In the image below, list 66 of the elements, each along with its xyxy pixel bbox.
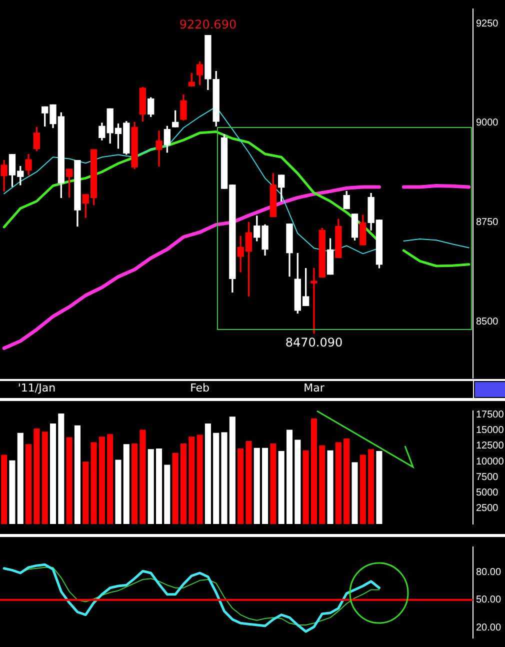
y-tick-label: 12500: [476, 440, 504, 452]
bar: [123, 444, 130, 524]
bar: [352, 462, 358, 524]
y-tick-label: 20.00: [476, 622, 502, 634]
bar: [310, 418, 317, 524]
annotation: 8470.090: [285, 336, 343, 350]
bar: [172, 452, 178, 524]
bar: [115, 460, 122, 524]
y-tick-label: 8750: [476, 217, 499, 228]
bar: [204, 423, 211, 524]
bar: [98, 436, 105, 524]
bar: [229, 416, 236, 524]
bar: [90, 442, 97, 524]
bar: [302, 450, 309, 524]
bar: [26, 444, 32, 524]
x-tick-label: Mar: [304, 381, 325, 394]
bar: [9, 460, 16, 524]
y-tick-label: 17500: [476, 409, 504, 420]
bar: [213, 432, 220, 524]
bar: [148, 449, 154, 524]
bar: [188, 436, 195, 524]
bar: [66, 437, 72, 524]
bar: [368, 449, 374, 524]
bar: [238, 448, 244, 524]
bar: [286, 430, 293, 524]
bar: [262, 448, 268, 524]
bar: [1, 454, 8, 524]
bar: [156, 448, 162, 524]
bar: [74, 425, 80, 524]
bar: [34, 428, 40, 524]
bar: [327, 450, 334, 524]
bar: [294, 440, 301, 524]
x-tick-label: '11/Jan: [18, 381, 56, 394]
bar: [42, 432, 48, 524]
y-tick-label: 9250: [476, 18, 499, 30]
bar: [17, 432, 24, 524]
y-tick-label: 15000: [476, 425, 504, 436]
bar: [50, 423, 56, 524]
bar: [132, 443, 138, 524]
y-tick-label: 7500: [476, 472, 499, 483]
bar: [82, 462, 89, 524]
y-tick-label: 50.00: [476, 594, 502, 606]
bar: [254, 448, 260, 524]
bar: [164, 464, 170, 524]
bar: [360, 454, 366, 524]
bar: [335, 442, 342, 524]
y-tick-label: 5000: [476, 488, 499, 499]
bar: [278, 450, 284, 524]
bar: [319, 445, 326, 524]
y-tick-label: 8500: [476, 316, 499, 328]
bar: [107, 434, 114, 524]
y-tick-label: 2500: [476, 503, 499, 514]
y-tick-label: 9000: [476, 118, 499, 129]
bar: [246, 440, 252, 524]
bar: [180, 443, 187, 524]
y-tick-label: 10000: [476, 456, 504, 468]
y-tick-label: 80.00: [476, 566, 502, 578]
bar: [344, 438, 350, 524]
bar: [270, 443, 276, 524]
bar: [376, 450, 382, 524]
bar: [196, 434, 203, 524]
x-tick-label: Feb: [190, 381, 210, 394]
bar: [58, 413, 64, 524]
bar: [140, 430, 146, 524]
bar: [221, 432, 228, 524]
annotation: 9220.690: [179, 17, 237, 32]
